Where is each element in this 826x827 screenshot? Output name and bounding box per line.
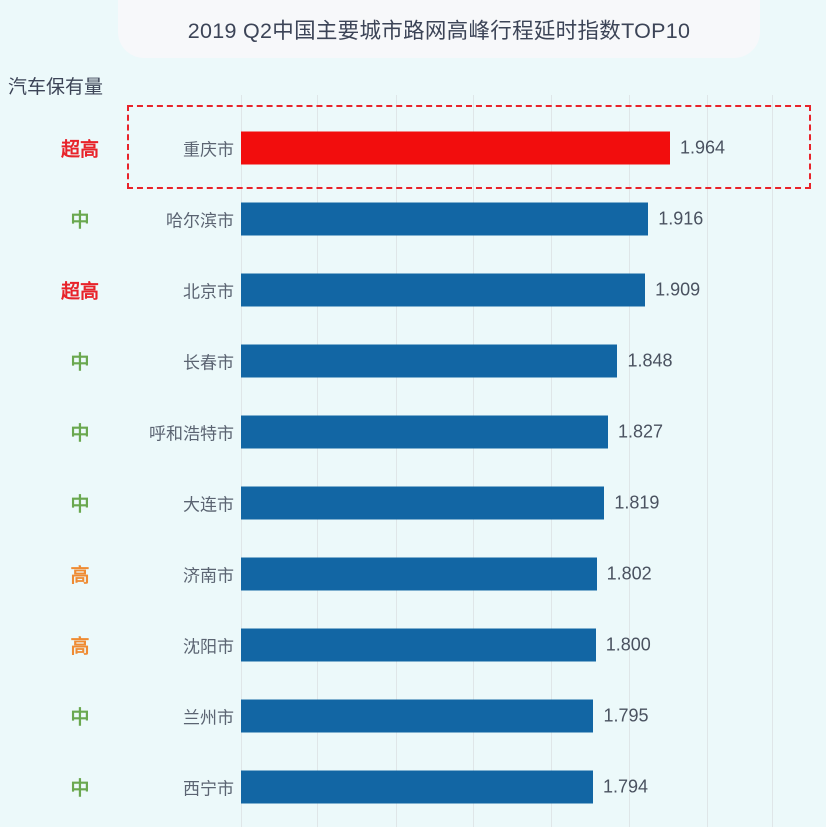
gridline	[551, 95, 552, 827]
bar-value-label: 1.800	[605, 634, 651, 654]
city-label: 哈尔滨市	[166, 211, 234, 230]
city-label: 呼和浩特市	[149, 424, 234, 443]
city-label: 西宁市	[183, 779, 234, 798]
city-label: 济南市	[183, 566, 234, 585]
gridline	[772, 95, 773, 827]
bar-value-label: 1.848	[627, 350, 673, 370]
city-label: 兰州市	[183, 708, 234, 727]
bar-value-label: 1.794	[602, 776, 649, 796]
gridline	[707, 95, 708, 827]
level-label: 中	[70, 778, 90, 799]
bar-row[interactable]: 中 西宁市 1.794	[0, 751, 826, 822]
title-banner: 2019 Q2中国主要城市路网高峰行程延时指数TOP10	[118, 0, 760, 58]
bar-row[interactable]: 中 长春市 1.848	[0, 325, 826, 396]
gridline	[241, 95, 242, 827]
city-label: 大连市	[183, 495, 234, 514]
level-label: 超高	[60, 281, 99, 302]
bar-value-label: 1.827	[617, 421, 663, 441]
level-label: 中	[70, 707, 90, 728]
bar-row[interactable]: 超高 北京市 1.909	[0, 254, 826, 325]
bar-value-label: 1.795	[603, 705, 649, 725]
bar-row[interactable]: 中 哈尔滨市 1.916	[0, 183, 826, 254]
city-label: 沈阳市	[183, 637, 234, 656]
bar[interactable]	[241, 770, 593, 803]
bar-value-label: 1.964	[680, 137, 726, 157]
bar-row[interactable]: 超高 重庆市 1.964	[0, 112, 826, 183]
bar[interactable]	[241, 415, 608, 448]
plot-area	[241, 95, 826, 827]
bar[interactable]	[241, 557, 597, 590]
page-title: 2019 Q2中国主要城市路网高峰行程延时指数TOP10	[187, 18, 691, 43]
bar-row[interactable]: 中 兰州市 1.795	[0, 680, 826, 751]
bar[interactable]	[241, 273, 646, 306]
level-label: 中	[70, 210, 90, 231]
gridline	[396, 95, 397, 827]
gridline	[629, 95, 630, 827]
bar-row[interactable]: 中 大连市 1.819	[0, 467, 826, 538]
bar-row[interactable]: 高 沈阳市 1.800	[0, 609, 826, 680]
category-axis-title: 汽车保有量	[8, 77, 104, 98]
level-label: 高	[70, 565, 90, 586]
gridline	[317, 95, 318, 827]
bar-row[interactable]: 高 济南市 1.802	[0, 538, 826, 609]
bar[interactable]	[241, 486, 605, 519]
bar-value-label: 1.802	[606, 563, 652, 583]
bar[interactable]	[241, 202, 649, 235]
level-label: 中	[70, 352, 90, 373]
gridline	[473, 95, 474, 827]
level-label: 中	[70, 494, 90, 515]
level-label: 高	[70, 636, 90, 657]
city-label: 北京市	[183, 282, 234, 301]
bar-value-label: 1.909	[655, 279, 701, 299]
bar-value-label: 1.819	[614, 492, 660, 512]
bar[interactable]	[241, 699, 594, 732]
bar[interactable]	[241, 344, 618, 377]
city-label: 长春市	[183, 353, 234, 372]
bar-value-label: 1.916	[658, 208, 704, 228]
level-label: 超高	[60, 139, 99, 160]
bar-row[interactable]: 中 呼和浩特市 1.827	[0, 396, 826, 467]
bar[interactable]	[241, 628, 596, 661]
bar-highlighted[interactable]	[241, 131, 670, 164]
city-label: 重庆市	[183, 140, 234, 159]
level-label: 中	[70, 423, 90, 444]
